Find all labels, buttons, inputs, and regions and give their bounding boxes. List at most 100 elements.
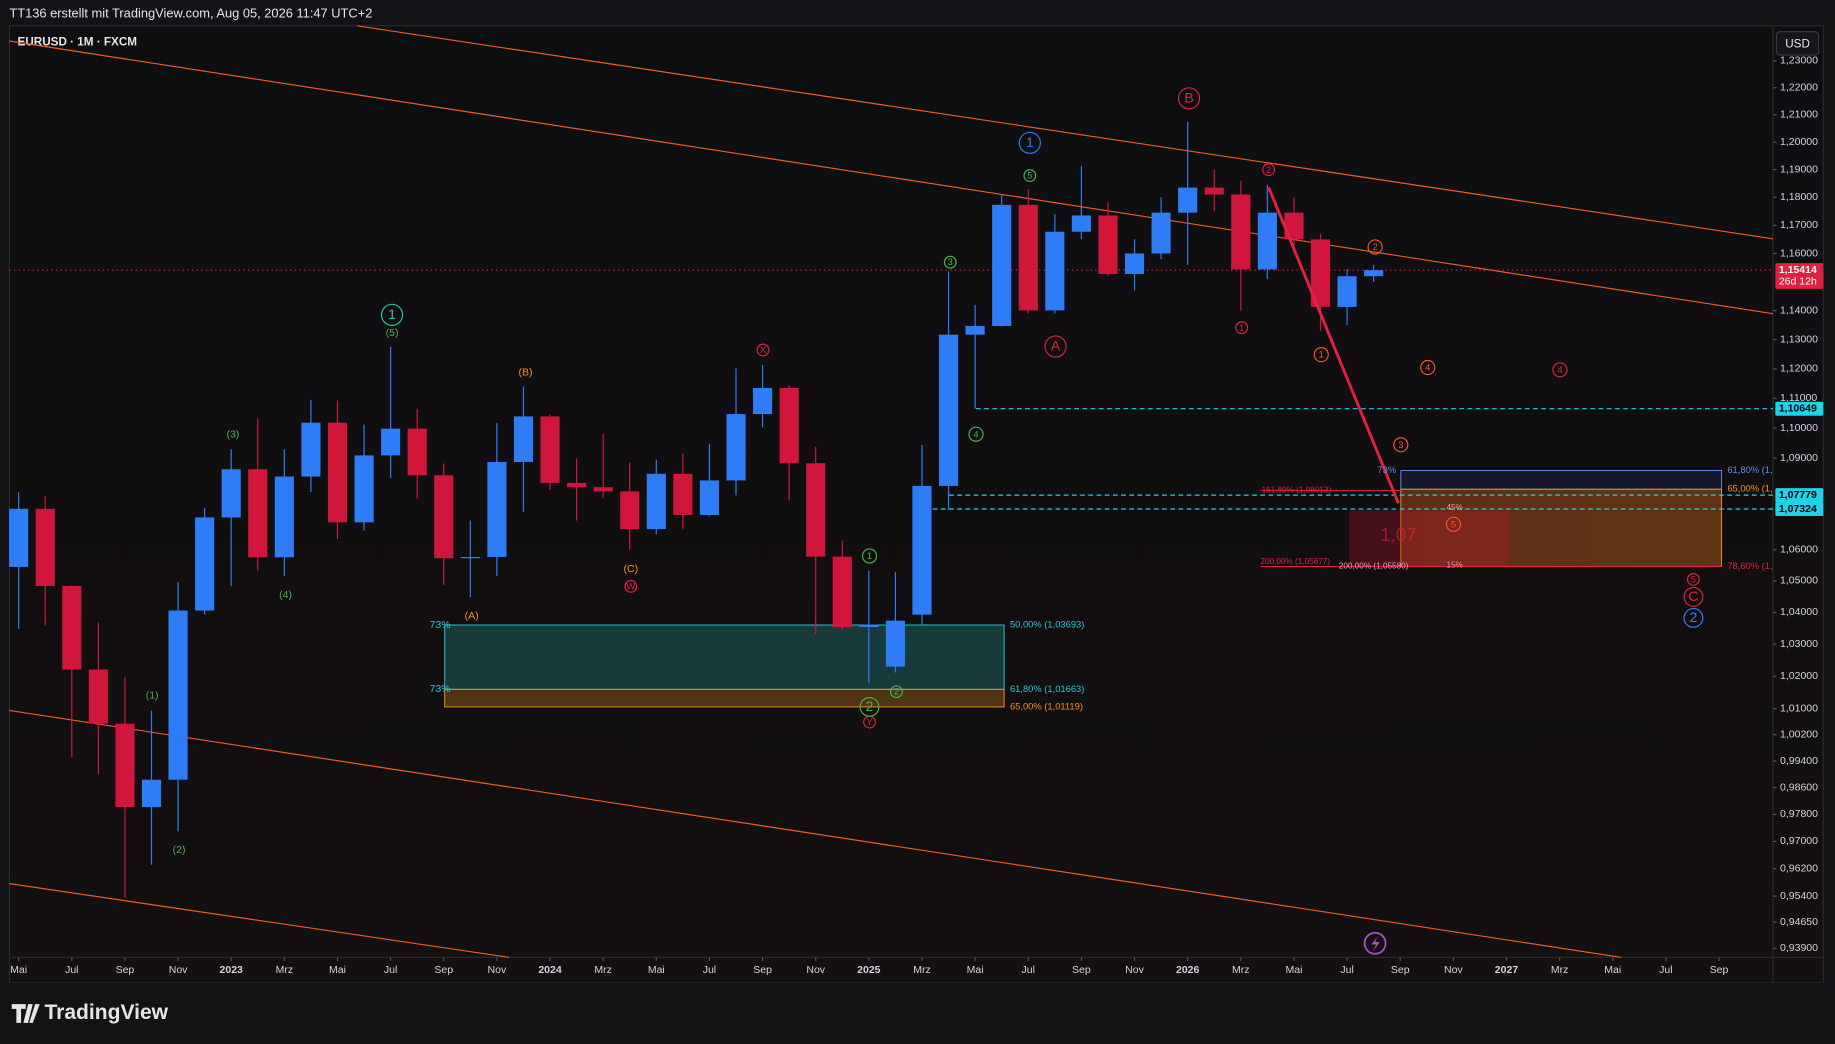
candle-body <box>620 491 640 530</box>
axes: 1,23000 1,22000 1,21000 1,20000 1,19000 1,180… <box>10 55 1824 976</box>
wave-label: 5 <box>1027 171 1032 181</box>
fib-label: 45% <box>1446 503 1462 512</box>
wave-label: (4) <box>279 589 292 601</box>
candle-body <box>726 414 746 481</box>
candle-body <box>1364 270 1384 277</box>
x-tick-label: Mai <box>329 964 346 976</box>
fib-label: 50,00% (1,03693) <box>1010 619 1084 629</box>
x-tick-label: Nov <box>1125 964 1144 976</box>
candle-body <box>567 482 587 488</box>
wave-label: B <box>1184 90 1193 106</box>
candle-body <box>301 422 321 477</box>
x-tick-label: Mrz <box>913 964 931 976</box>
candle-body <box>1151 212 1171 254</box>
wave-circle <box>1367 239 1383 255</box>
wave-label: (1) <box>146 690 159 702</box>
y-tick-label: 1,10000 <box>1780 422 1818 434</box>
wave-label: 2 <box>1266 165 1271 175</box>
fib-label: 15% <box>1446 560 1462 569</box>
y-tick-label: 1,23000 <box>1780 55 1818 67</box>
x-tick-label: Mai <box>1285 964 1302 976</box>
price-lines <box>9 269 1773 510</box>
wave-circle <box>1686 572 1700 586</box>
wave-circle <box>968 426 984 442</box>
candle-body <box>1204 187 1224 195</box>
y-tick-label: 1,19000 <box>1780 163 1818 175</box>
x-tick-label: Jul <box>703 964 716 976</box>
wave-circle <box>1445 516 1462 532</box>
alert-icon-bolt <box>1371 936 1380 952</box>
fib-label: 78,60% (1, <box>1727 561 1772 571</box>
wave-circle <box>380 303 404 326</box>
price-tag <box>1775 263 1824 289</box>
y-tick-label: 1,05000 <box>1780 575 1818 587</box>
wave-label: 1 <box>867 551 872 561</box>
wave-circle <box>859 696 880 717</box>
candle-body <box>673 473 693 515</box>
wave-label: 2 <box>894 687 899 697</box>
fib-zone <box>1400 470 1722 490</box>
x-tick-label: Sep <box>1391 964 1410 976</box>
candle-body <box>460 556 480 559</box>
price-tag <box>1775 488 1824 503</box>
x-tick-label: 2026 <box>1176 964 1200 976</box>
candle-body <box>699 480 720 515</box>
candle-body <box>407 428 427 476</box>
candle-body <box>487 462 507 557</box>
x-tick-label: 2027 <box>1495 964 1519 976</box>
x-tick-label: Sep <box>753 964 772 976</box>
projection-arrow <box>1267 186 1400 504</box>
candle-body <box>1071 215 1091 232</box>
candle-body <box>1098 215 1118 274</box>
y-tick-label: 1,01000 <box>1780 702 1818 714</box>
x-tick-label: Nov <box>169 964 188 976</box>
wave-label: X <box>760 345 767 355</box>
wave-label: 3 <box>948 257 953 267</box>
x-tick-label: 2024 <box>538 964 562 976</box>
candle-body <box>646 473 666 530</box>
candle-body <box>1257 212 1277 270</box>
wave-circle <box>1262 163 1276 177</box>
x-tick-label: Jul <box>384 964 397 976</box>
currency-label: USD <box>1785 38 1810 51</box>
wave-label: 3 <box>1398 440 1403 450</box>
channel-line <box>356 25 1774 240</box>
candle-body <box>1045 231 1065 311</box>
candle-body <box>593 487 613 492</box>
candle-body <box>1310 239 1331 307</box>
wave-label: 2 <box>1689 609 1697 625</box>
currency-button[interactable] <box>1775 31 1820 56</box>
candle-body <box>912 485 932 615</box>
alert-icon[interactable] <box>1363 931 1387 955</box>
x-tick-label: Nov <box>806 964 825 976</box>
wave-label: (B) <box>518 367 532 379</box>
candle-body <box>753 387 773 415</box>
wave-label: (2) <box>173 844 186 856</box>
fib-zone <box>1400 488 1722 567</box>
wave-label: (5) <box>386 327 399 339</box>
wave-circle <box>1552 362 1568 378</box>
y-tick-label: 0,96200 <box>1780 862 1818 874</box>
x-tick-label: 2023 <box>220 964 244 976</box>
candle-body <box>859 624 879 627</box>
x-tick-label: Mrz <box>594 964 612 976</box>
y-tick-label: 1,00200 <box>1780 729 1818 741</box>
wave-label: 1 <box>388 306 396 322</box>
candle-body <box>1284 212 1304 240</box>
channel-line <box>9 709 1621 958</box>
wave-circle <box>1420 359 1436 376</box>
brand-logo <box>11 1004 40 1023</box>
x-tick-label: 2025 <box>857 964 881 976</box>
wave-circle <box>889 685 903 699</box>
x-tick-label: Sep <box>1072 964 1091 976</box>
wave-circle <box>1683 608 1704 628</box>
fib-label: 65,00% (1,01119) <box>1010 701 1083 711</box>
price-tag-sublabel: 26d 12h <box>1779 276 1817 288</box>
wave-circle <box>1177 87 1201 110</box>
candle-body <box>885 620 905 667</box>
price-tag <box>1775 501 1824 517</box>
x-tick-label: Mrz <box>276 964 294 976</box>
fib-label: 200,00% (1,05580) <box>1339 562 1409 571</box>
y-tick-label: 1,06000 <box>1780 544 1818 556</box>
x-tick-label: Nov <box>1444 964 1463 976</box>
